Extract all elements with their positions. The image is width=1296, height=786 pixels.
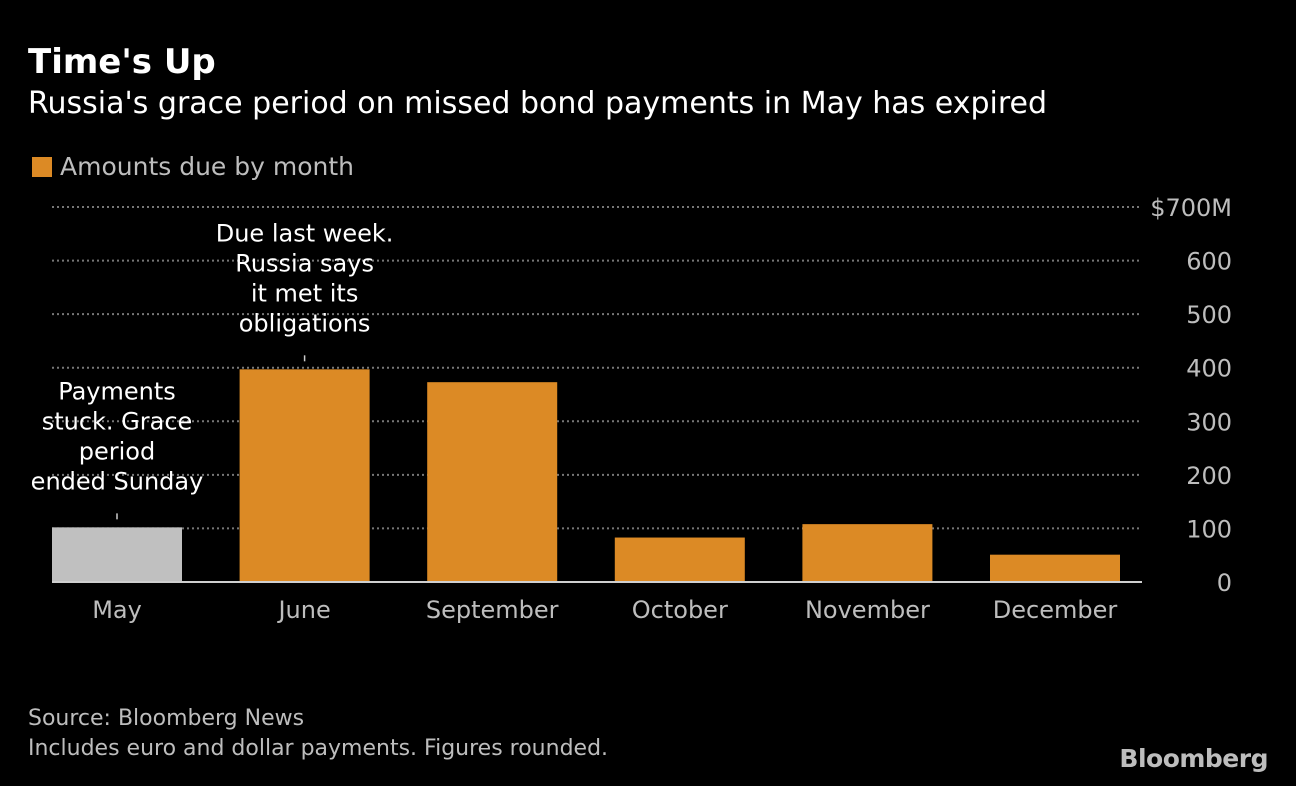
bar-september <box>427 382 558 582</box>
footer: Source: Bloomberg News Includes euro and… <box>28 704 608 764</box>
x-tick-label: June <box>276 596 330 624</box>
chart-title: Time's Up <box>28 42 216 82</box>
legend: Amounts due by month <box>32 152 354 181</box>
annotation-text: it met its <box>251 279 358 307</box>
annotation-text: Due last week. <box>216 219 394 247</box>
y-tick-label: 600 <box>1186 248 1232 276</box>
bar-december <box>990 554 1120 582</box>
bloomberg-logo: Bloomberg <box>1119 744 1268 773</box>
annotation-text: period <box>79 437 155 465</box>
bar-november <box>802 524 933 582</box>
x-tick-label: September <box>426 596 559 624</box>
x-tick-label: October <box>632 596 728 624</box>
annotation-text: Russia says <box>235 249 374 277</box>
y-tick-label: 0 <box>1217 569 1232 597</box>
y-tick-label: 200 <box>1186 462 1232 490</box>
x-tick-label: May <box>92 596 142 624</box>
y-tick-label: 400 <box>1186 355 1232 383</box>
chart-subtitle: Russia's grace period on missed bond pay… <box>28 86 1048 121</box>
x-tick-label: December <box>993 596 1118 624</box>
annotation-text: Payments <box>58 377 176 405</box>
annotation-text: stuck. Grace <box>42 407 193 435</box>
y-tick-label: 300 <box>1186 408 1232 436</box>
legend-label: Amounts due by month <box>60 152 355 181</box>
footnote: Includes euro and dollar payments. Figur… <box>28 736 609 761</box>
y-tick-label: 100 <box>1186 515 1232 543</box>
y-tick-label: 500 <box>1186 301 1232 329</box>
annotation-text: obligations <box>239 309 371 337</box>
y-tick-label: $700M <box>1150 194 1232 222</box>
legend-swatch <box>32 156 52 177</box>
bar-june <box>239 369 370 582</box>
source-note: Source: Bloomberg News <box>28 706 305 731</box>
annotation-text: ended Sunday <box>31 467 204 495</box>
bar-october <box>614 537 745 582</box>
x-tick-label: November <box>805 596 930 624</box>
bar-may <box>52 527 182 582</box>
